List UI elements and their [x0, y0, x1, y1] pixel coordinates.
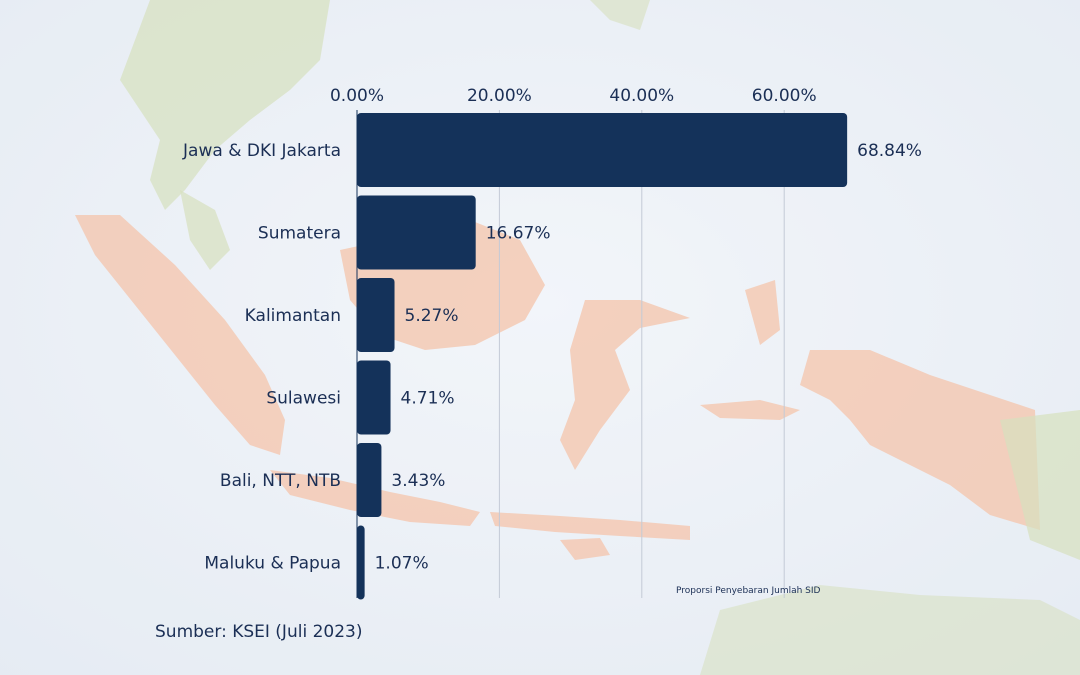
data-label: 4.71%: [401, 389, 455, 409]
category-label: Kalimantan: [245, 306, 341, 326]
data-label: 68.84%: [857, 141, 922, 161]
source-note: Sumber: KSEI (Juli 2023): [155, 622, 363, 642]
bar: [357, 360, 391, 435]
bar: [357, 278, 395, 352]
x-tick-label: 40.00%: [609, 86, 674, 106]
data-label: 16.67%: [486, 224, 551, 244]
category-label: Maluku & Papua: [204, 554, 341, 574]
category-label: Sumatera: [258, 224, 341, 244]
data-label: 5.27%: [405, 306, 459, 326]
x-tick-label: 0.00%: [330, 86, 384, 106]
category-label: Bali, NTT, NTB: [220, 471, 341, 491]
category-label: Jawa & DKI Jakarta: [182, 141, 341, 161]
bar: [357, 525, 365, 600]
grid-lines: [498, 110, 785, 598]
x-tick-label: 60.00%: [752, 86, 817, 106]
chart-title: Proporsi Penyebaran Jumlah SID: [676, 586, 821, 596]
category-label: Sulawesi: [266, 389, 341, 409]
x-axis-ticks: 0.00% 20.00% 40.00% 60.00%: [330, 86, 817, 106]
bars: Jawa & DKI Jakarta 68.84% Sumatera 16.67% Ka…: [182, 113, 922, 600]
data-label: 1.07%: [375, 554, 429, 574]
data-label: 3.43%: [391, 471, 445, 491]
bar: [357, 443, 382, 517]
bar: [357, 113, 848, 187]
x-tick-label: 20.00%: [467, 86, 532, 106]
bar: [357, 195, 476, 270]
